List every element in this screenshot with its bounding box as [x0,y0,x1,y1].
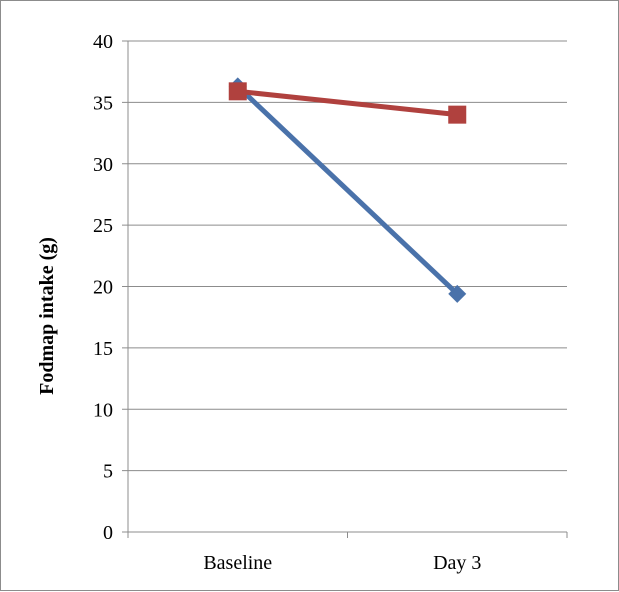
y-axis-title: Fodmap intake (g) [36,237,58,395]
square-marker [448,105,467,124]
y-tick-label: 40 [93,31,113,53]
x-tick-labels: Baseline Day 3 [203,552,481,574]
series-line-1 [236,84,459,296]
axes [122,40,568,538]
y-tick-label: 25 [93,215,113,237]
gridlines [128,40,567,472]
series-markers [228,77,467,303]
series-lines [236,84,459,296]
y-tick-label: 30 [93,154,113,176]
y-tick-label: 5 [103,461,113,483]
series-line-2 [237,88,458,118]
x-tick-label: Day 3 [433,552,481,574]
square-marker [228,82,247,101]
y-tick-label: 20 [93,277,113,299]
y-tick-labels: 0 5 10 15 20 25 30 35 40 [93,31,113,544]
y-tick-label: 10 [93,399,113,421]
x-tick-label: Baseline [203,552,272,574]
y-tick-label: 35 [93,92,113,114]
diamond-marker [448,284,467,303]
y-tick-label: 0 [103,522,113,544]
y-tick-label: 15 [93,338,113,360]
